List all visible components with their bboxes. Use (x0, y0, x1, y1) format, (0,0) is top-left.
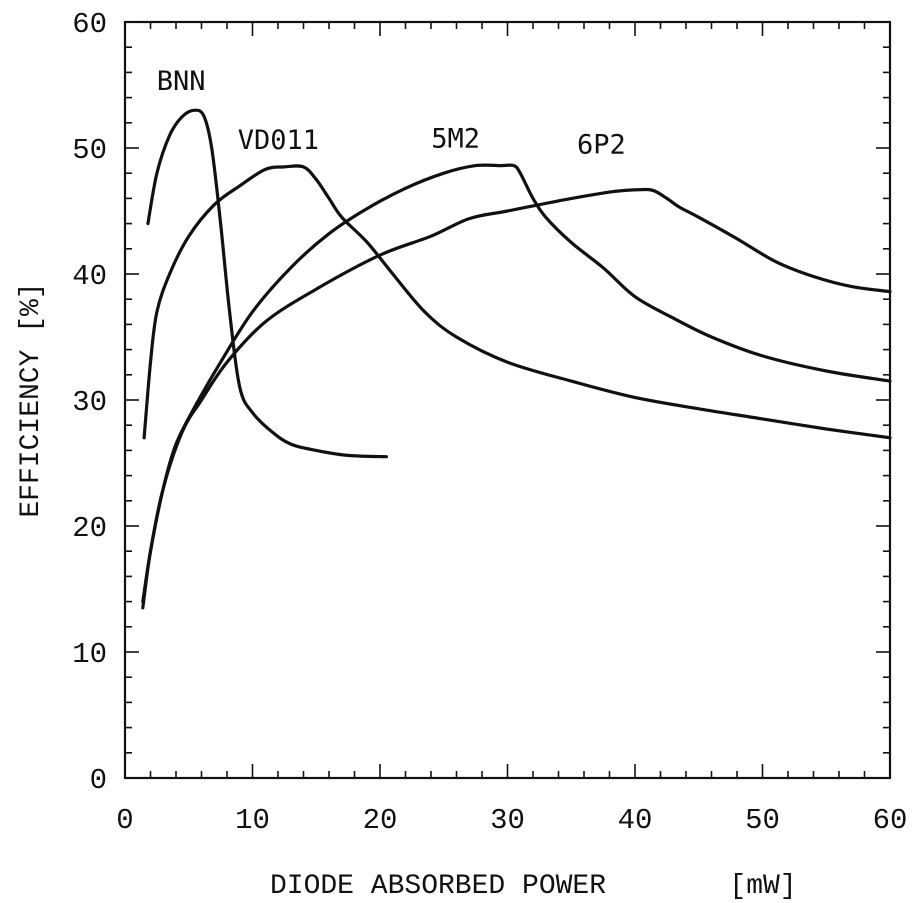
y-tick-label: 60 (72, 8, 107, 41)
y-tick-label: 10 (72, 638, 107, 671)
y-tick-label: 50 (72, 134, 107, 167)
series-label-5m2: 5M2 (431, 124, 480, 155)
x-tick-label: 30 (490, 804, 525, 837)
x-axis-unit: [mW] (729, 871, 796, 902)
x-tick-label: 20 (363, 804, 398, 837)
x-tick-label: 40 (618, 804, 653, 837)
series-label-6p2: 6P2 (577, 130, 626, 161)
series-label-vd011: VD011 (238, 125, 319, 156)
y-tick-label: 30 (72, 386, 107, 419)
x-tick-label: 10 (235, 804, 270, 837)
series-labels-layer: BNN VD011 5M2 6P2 (157, 66, 626, 160)
y-axis-title: EFFICIENCY [%] (16, 282, 47, 517)
curves-layer (141, 108, 892, 610)
y-tick-label: 0 (90, 764, 107, 797)
tick-labels-layer: 0 10 20 30 40 50 60 0 10 20 30 40 50 60 (72, 8, 907, 837)
series-label-bnn: BNN (157, 66, 206, 97)
x-tick-label: 0 (116, 804, 133, 837)
ticks-layer (124, 21, 891, 779)
x-axis-title: DIODE ABSORBED POWER (270, 871, 606, 902)
series-line-vd011 (142, 164, 892, 440)
series-line-bnn (146, 108, 388, 459)
x-tick-label: 60 (873, 804, 908, 837)
y-tick-label: 20 (72, 512, 107, 545)
series-line-5m2 (141, 163, 892, 604)
series-line-6p2 (141, 187, 892, 610)
x-tick-label: 50 (745, 804, 780, 837)
y-tick-label: 40 (72, 260, 107, 293)
